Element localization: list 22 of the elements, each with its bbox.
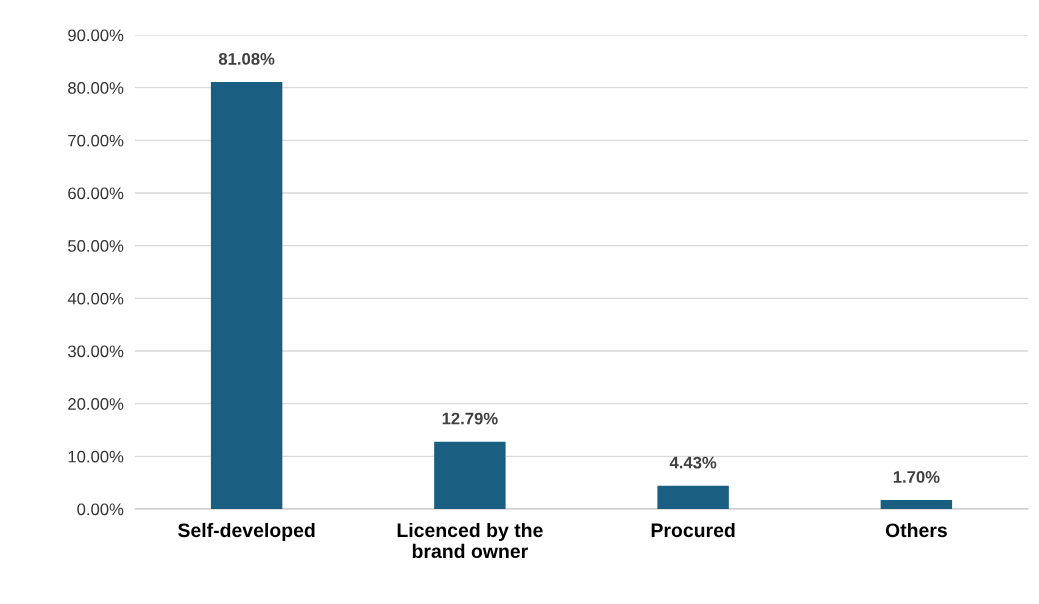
- y-tick-label: 80.00%: [68, 82, 124, 94]
- bar: [434, 441, 506, 509]
- data-label: 12.79%: [442, 412, 498, 425]
- data-label: 4.43%: [669, 456, 717, 469]
- y-tick-label: 40.00%: [67, 292, 124, 305]
- y-tick-label: 30.00%: [68, 345, 124, 358]
- x-tick-label: Others: [885, 522, 947, 538]
- y-tick-label: 50.00%: [68, 240, 124, 252]
- x-tick-label: Procured: [651, 522, 735, 538]
- y-tick-label: 10.00%: [68, 450, 124, 463]
- y-tick-label: 90.00%: [68, 29, 124, 42]
- y-tick-label: 70.00%: [68, 134, 124, 147]
- bar: [880, 500, 953, 509]
- x-tick-label: Self-developed: [178, 522, 315, 542]
- data-label: 81.08%: [218, 52, 275, 65]
- x-tick-label: Licenced by the brand owner: [397, 522, 543, 559]
- y-tick-label: 0.00%: [77, 503, 124, 516]
- bar: [210, 81, 283, 509]
- y-tick-label: 20.00%: [68, 398, 124, 410]
- data-label: 1.70%: [893, 471, 940, 483]
- bar: [657, 485, 729, 509]
- y-tick-label: 60.00%: [68, 187, 124, 200]
